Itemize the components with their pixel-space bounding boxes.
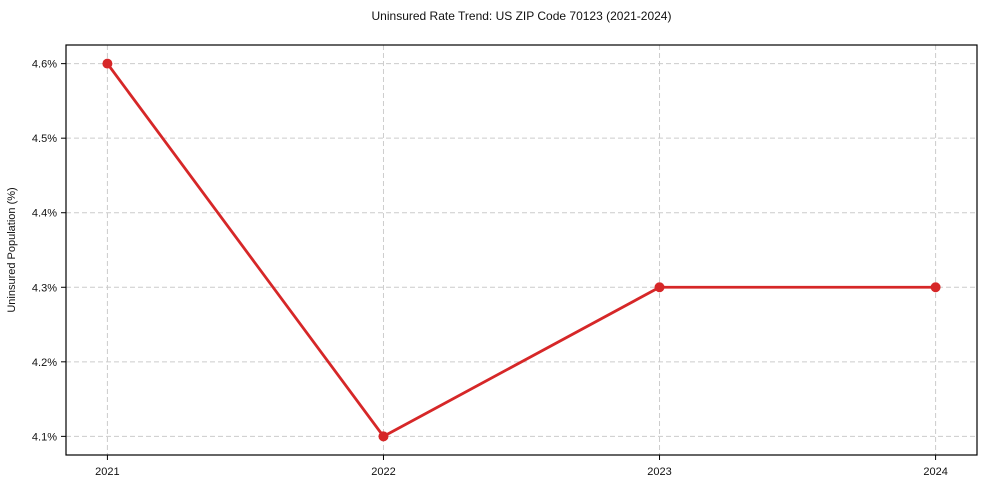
- y-tick-label: 4.6%: [32, 59, 57, 71]
- data-point: [654, 282, 665, 293]
- plot-border: [65, 44, 978, 456]
- x-tick-label: 2023: [647, 466, 671, 478]
- y-axis-label: Uninsured Population (%): [6, 187, 18, 312]
- data-line: [106, 62, 937, 438]
- x-tick-label: 2022: [371, 466, 395, 478]
- data-point: [930, 282, 941, 293]
- x-tick-label: 2024: [923, 466, 947, 478]
- x-tick-label: 2021: [95, 466, 119, 478]
- chart-title: Uninsured Rate Trend: US ZIP Code 70123 …: [371, 9, 672, 23]
- data-point: [102, 58, 113, 69]
- data-point: [378, 431, 389, 442]
- y-tick-label: 4.1%: [32, 431, 57, 443]
- y-tick-label: 4.4%: [32, 208, 57, 220]
- y-tick-label: 4.2%: [32, 357, 57, 369]
- y-tick-label: 4.5%: [32, 133, 57, 145]
- y-tick-label: 4.3%: [32, 282, 57, 294]
